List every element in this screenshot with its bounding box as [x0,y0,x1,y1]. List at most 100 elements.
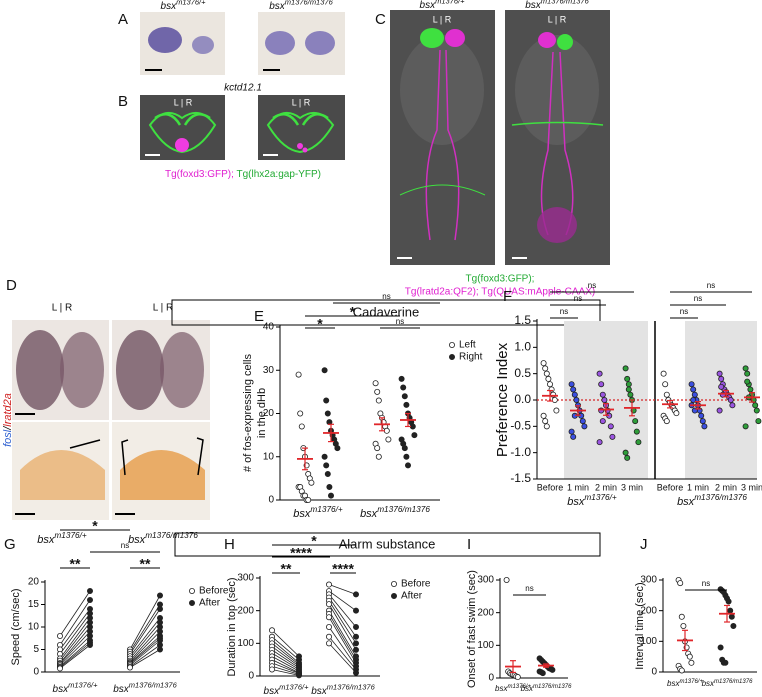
y-tick-label: 5 [33,644,39,655]
data-point [352,607,359,614]
pair-line [129,637,161,665]
legend-marker [448,341,455,348]
y-tick-label: 200 [640,605,657,616]
y-tick-label: -0.5 [510,419,531,433]
data-point [596,439,603,446]
data-point [323,462,330,469]
data-point [540,412,547,419]
y-tick-label: 0.0 [514,392,531,406]
genotype-label: bsxm1376/+ [264,682,310,696]
pair-line [59,626,91,664]
legend-label: After [199,598,221,609]
genotype-label: bsxm1376/m1376 [128,531,198,546]
genotype-label: bsxm1376/+ [667,679,703,688]
data-point [553,407,560,414]
pair-line [129,631,161,663]
data-point [539,670,546,677]
y-tick-label: 100 [640,636,657,647]
allele: m1376/+ [68,680,98,689]
data-point [701,423,708,430]
data-point [374,388,381,395]
allele: m1376/m1376 [327,682,376,691]
pair-line [59,622,91,661]
x-tick-label: Before [657,482,684,492]
panel-label: F [503,288,512,305]
data-point [742,365,749,372]
data-point [686,653,693,660]
x-tick-label: 1 min [567,482,589,492]
data-point [352,591,359,598]
lr-label: L | R [52,303,73,314]
y-axis-label: Duration in top (sec) [226,577,238,676]
lr-label: L | R [153,303,174,314]
data-point [677,580,684,587]
pair-line [271,665,300,675]
panel-b-images [140,95,345,160]
genotype-label: bsxm1376/m1376 [113,680,177,694]
data-point [325,640,332,647]
y-tick-label: 10 [28,622,40,633]
significance-label: ns [588,281,596,290]
allele: m1376/m1376 [541,0,590,5]
pair-line [59,590,91,637]
data-point [268,627,275,634]
data-point [374,445,381,452]
data-point [308,479,315,486]
data-point [403,401,410,408]
data-point [747,386,754,393]
pair-line [328,584,357,595]
pair-line [59,617,91,659]
data-point [543,370,550,377]
genotype-label: bsxm1376/+ [293,505,343,520]
significance-label: ns [382,292,390,301]
data-point [87,642,94,649]
significance-label: ns [702,579,710,588]
pair-line [59,642,91,668]
data-point [598,381,605,388]
genotype-label: bsxm1376/m1376 [677,493,747,508]
data-point [551,396,558,403]
pair-line [59,613,91,655]
pair-line [271,662,300,674]
data-point [728,613,735,620]
gene: bsx [567,496,585,508]
probe-label: kctd12.1 [224,83,262,94]
pair-line [271,656,300,672]
probe-label: fosl/lratd2a [2,393,14,447]
pair-line [271,636,300,660]
data-point [549,666,556,673]
panel-label: E [254,308,264,325]
pair-line [129,626,161,662]
data-point [352,646,359,653]
x-tick-label: 3 min [621,482,643,492]
data-point [632,418,639,425]
data-point [543,423,550,430]
data-point [401,445,408,452]
y-axis-label: Interval time (sec) [634,582,646,669]
y-axis-label: # of fos-expressing cells [242,354,254,472]
data-point [87,588,94,595]
genotype-label: bsxm1376/m1376 [525,0,589,11]
pair-line [59,640,91,667]
gene: bsx [128,534,146,546]
data-point [542,418,549,425]
pair-line [271,643,300,665]
data-point [385,436,392,443]
gene: bsx [420,0,437,11]
y-tick-label: 15 [28,599,40,610]
allele: m1376/m1376 [377,505,430,514]
data-point [325,614,332,621]
lr-label: L | R [433,14,452,24]
data-point [156,606,163,613]
genotype-label: bsxm1376/m1376 [269,0,333,12]
lr-label: L | R [548,14,567,24]
y-tick-label: 10 [263,451,275,462]
data-point [57,665,64,672]
panel-label: I [467,536,471,553]
data-point [57,633,64,640]
data-point [624,375,631,382]
data-point [718,383,725,390]
probe-part: fosl [2,429,14,447]
data-point [297,410,304,417]
significance-label: ns [525,584,533,593]
